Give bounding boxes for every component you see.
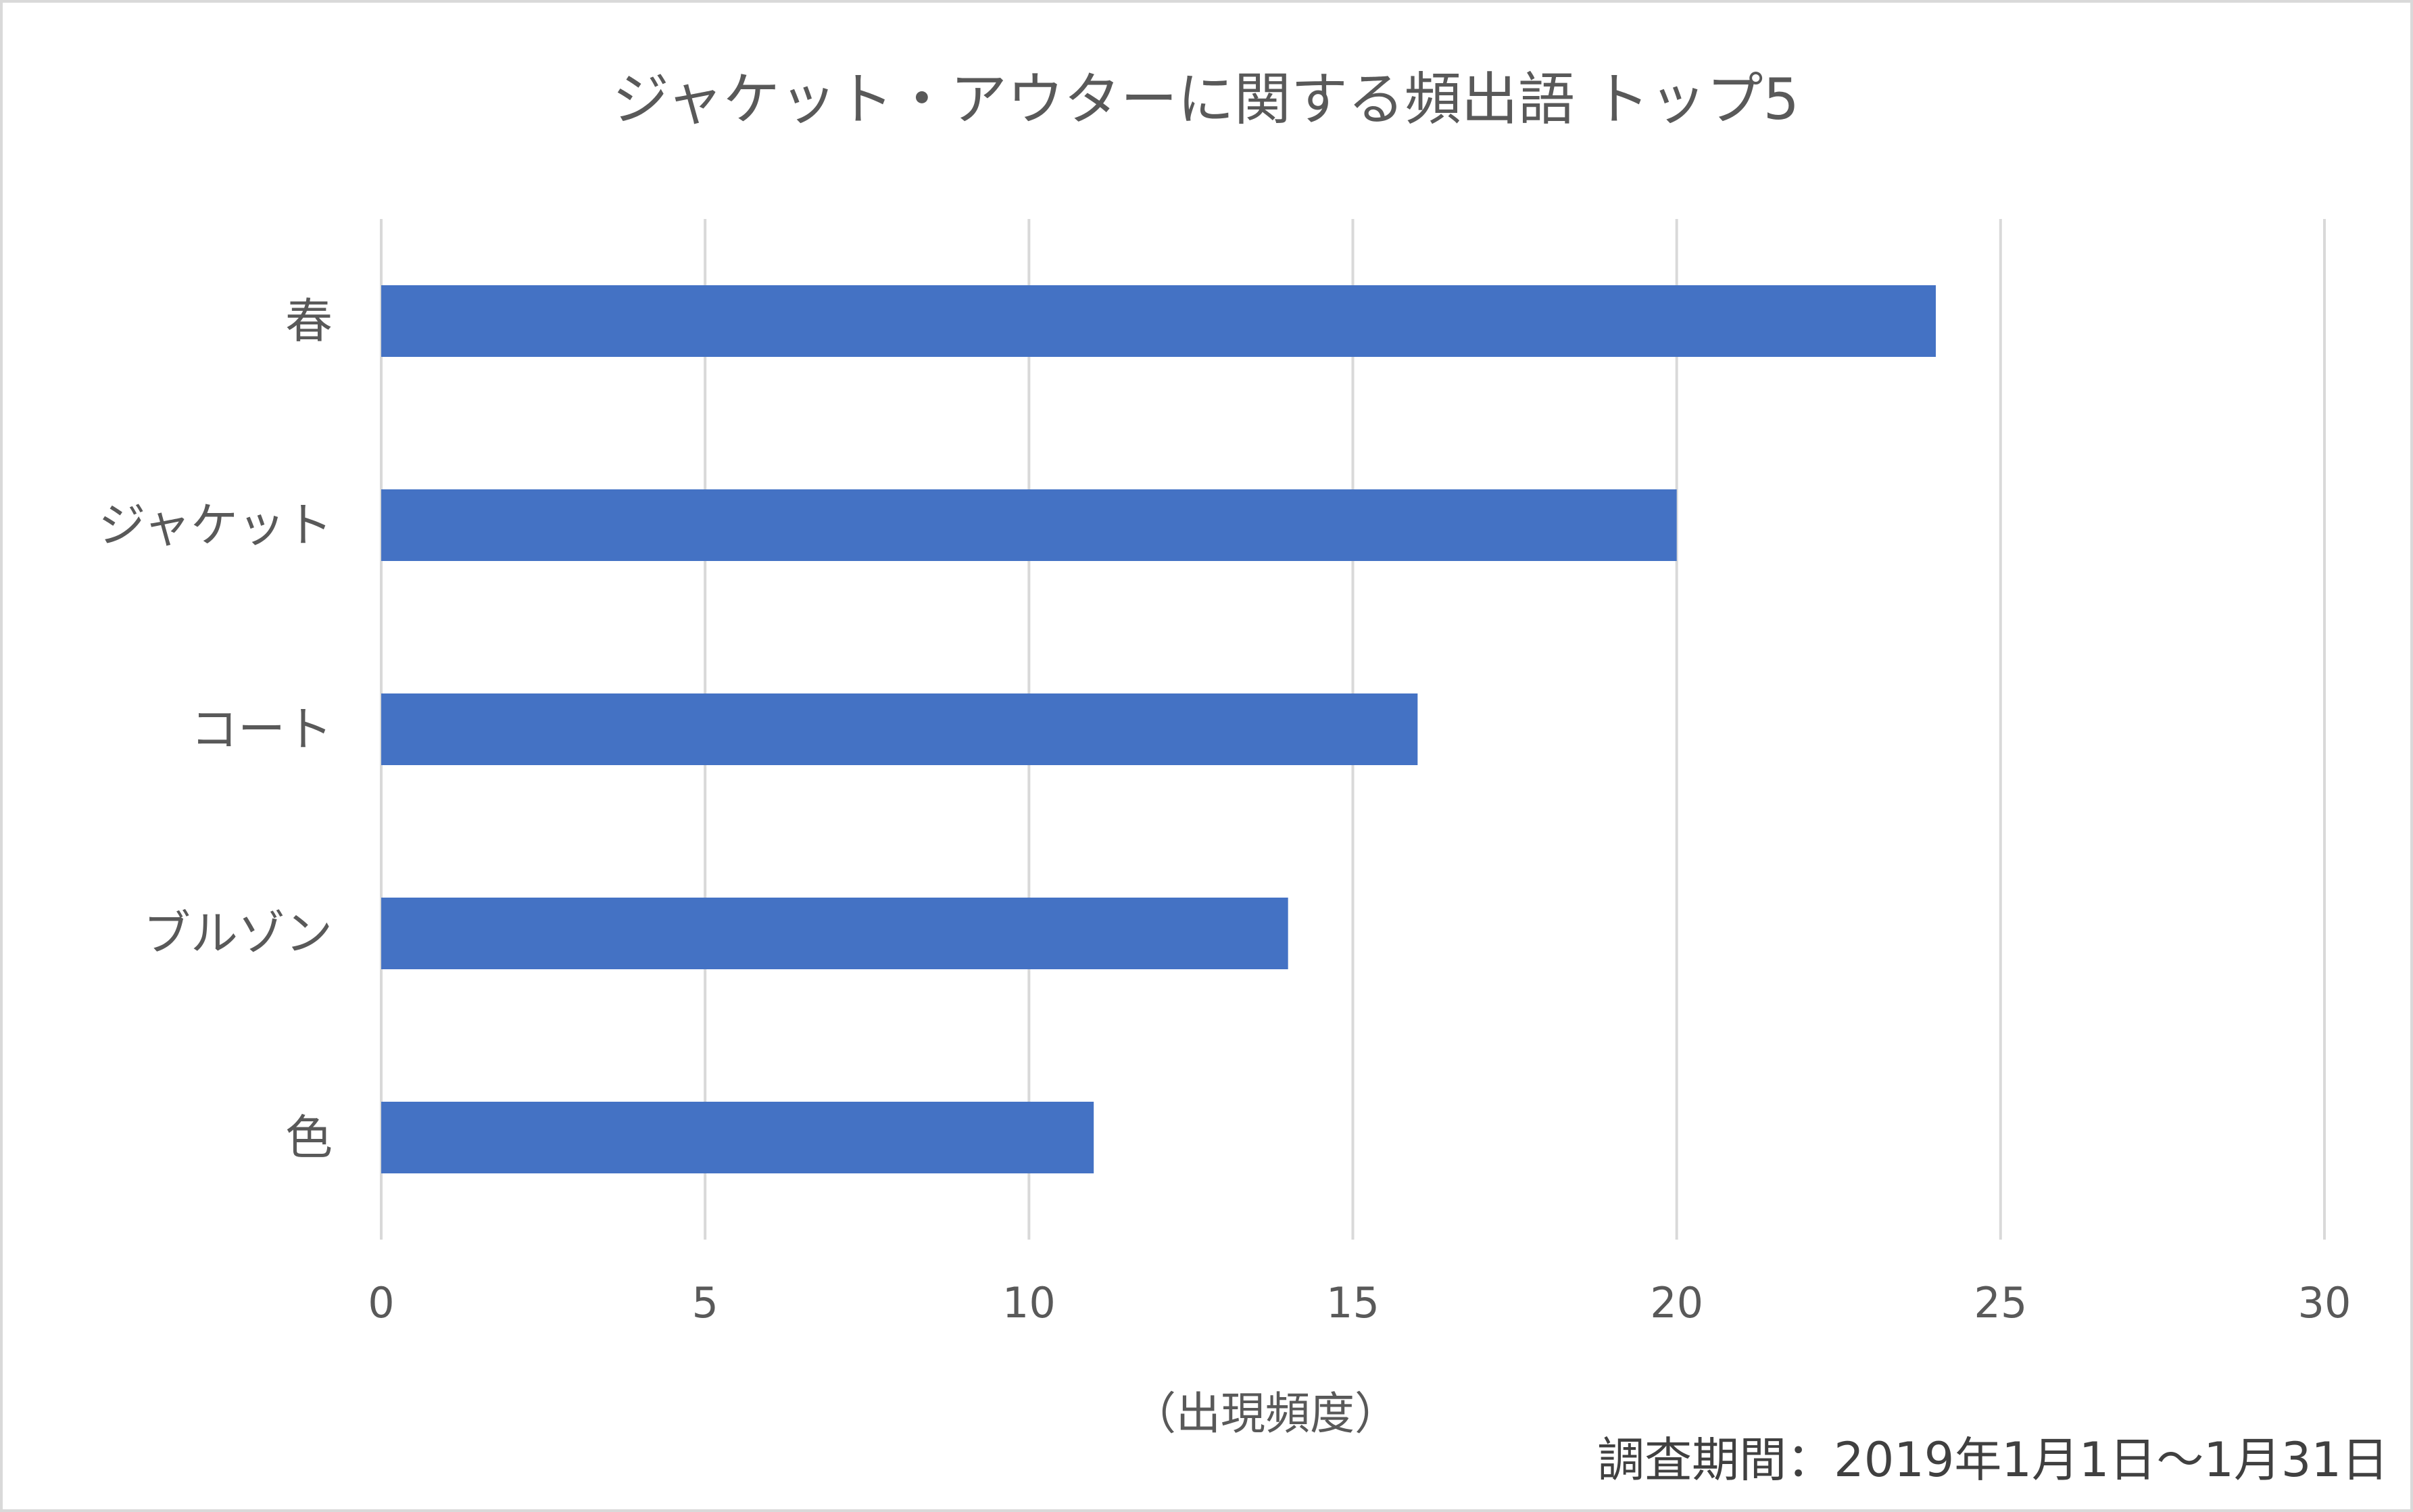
x-tick-label: 25 <box>1974 1278 2027 1327</box>
category-label: コート <box>191 702 333 757</box>
x-tick-label: 30 <box>2298 1278 2351 1327</box>
chart-title: ジャケット・アウターに関する頻出語 トップ5 <box>612 66 1799 132</box>
x-tick-label: 5 <box>691 1278 718 1327</box>
bar-4 <box>381 898 1288 969</box>
bar-1 <box>381 285 1936 357</box>
survey-period-note: 調査期間：2019年1月1日〜1月31日 <box>1597 1432 2389 1488</box>
bar-5 <box>381 1102 1094 1173</box>
bar-2 <box>381 489 1677 561</box>
x-tick-label: 20 <box>1650 1278 1703 1327</box>
x-tick-label: 0 <box>368 1278 394 1327</box>
bars <box>381 285 1936 1173</box>
category-label: ブルゾン <box>143 906 333 961</box>
x-axis-title: （出現頻度） <box>1131 1388 1399 1440</box>
bar-3 <box>381 693 1418 765</box>
x-tick-label: 10 <box>1002 1278 1056 1327</box>
x-tick-label: 15 <box>1326 1278 1380 1327</box>
category-label: ジャケット <box>99 497 333 553</box>
category-label: 春 <box>285 293 333 349</box>
x-tick-labels: 0 5 10 15 20 25 30 <box>368 1278 2351 1327</box>
category-label: 色 <box>285 1110 333 1165</box>
